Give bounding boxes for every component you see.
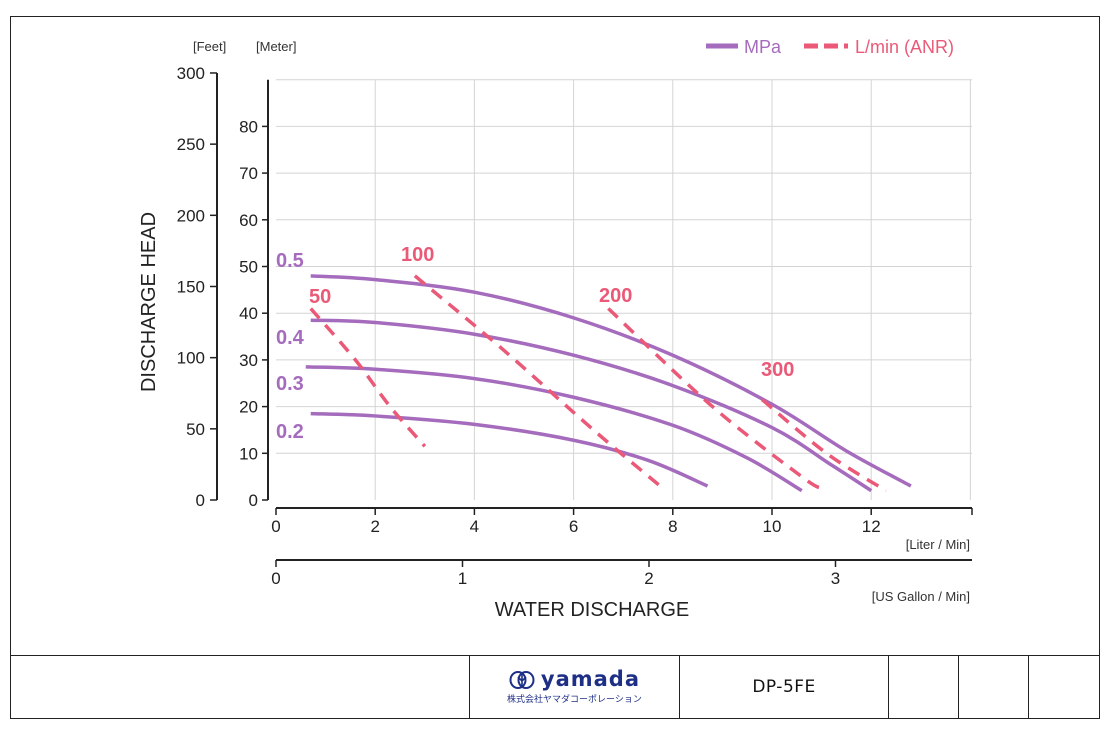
- airflow-label-50: 50: [309, 286, 331, 308]
- gallon-tick-label: 2: [644, 569, 653, 588]
- meter-tick-label: 0: [249, 491, 258, 510]
- liter-unit-label: [Liter / Min]: [906, 537, 970, 552]
- legend: MPa L/min (ANR): [706, 37, 954, 57]
- pressure-label-0.3: 0.3: [276, 373, 304, 395]
- legend-label-lmin: L/min (ANR): [855, 37, 954, 57]
- model-number: DP-5FE: [680, 656, 890, 718]
- feet-tick-label: 150: [177, 277, 205, 296]
- gallon-tick-label: 0: [271, 569, 280, 588]
- feet-tick-label: 250: [177, 135, 205, 154]
- meter-tick-label: 80: [239, 117, 258, 136]
- yamada-emblem-icon: [509, 670, 535, 689]
- liter-tick-label: 8: [668, 517, 677, 536]
- liter-tick-label: 4: [470, 517, 479, 536]
- pressure-curve-0.2: [310, 411, 709, 488]
- series-layer: [305, 274, 912, 493]
- brand-subtitle: 株式会社ヤマダコーポレーション: [507, 695, 642, 705]
- title-block-cell-3: [1029, 656, 1099, 718]
- title-block: yamada 株式会社ヤマダコーポレーション DP-5FE: [10, 655, 1100, 719]
- pump-performance-chart: 01020304050607080050100150200250300[Feet…: [138, 37, 973, 621]
- airflow-line-50: [309, 307, 427, 448]
- gallon-unit-label: [US Gallon / Min]: [872, 589, 970, 604]
- airflow-line-200: [607, 307, 823, 490]
- airflow-line-300: [760, 398, 888, 493]
- meter-tick-label: 30: [239, 351, 258, 370]
- meter-tick-label: 20: [239, 398, 258, 417]
- gallon-tick-label: 1: [458, 569, 467, 588]
- y-axis-title: DISCHARGE HEAD: [138, 212, 160, 392]
- liter-tick-label: 0: [271, 517, 280, 536]
- title-block-empty-cell: [11, 656, 471, 718]
- meter-unit-label: [Meter]: [256, 39, 296, 54]
- liter-tick-label: 2: [370, 517, 379, 536]
- feet-tick-label: 0: [196, 491, 205, 510]
- yamada-logo: yamada 株式会社ヤマダコーポレーション: [507, 667, 642, 706]
- pressure-label-0.4: 0.4: [276, 327, 305, 349]
- title-block-cell-2: [959, 656, 1030, 718]
- airflow-label-300: 300: [761, 359, 794, 381]
- pressure-label-0.2: 0.2: [276, 421, 304, 443]
- pressure-curve-0.4: [310, 318, 873, 493]
- meter-tick-label: 40: [239, 304, 258, 323]
- pressure-label-0.5: 0.5: [276, 250, 304, 272]
- liter-tick-label: 6: [569, 517, 578, 536]
- meter-tick-label: 10: [239, 444, 258, 463]
- meter-tick-label: 60: [239, 211, 258, 230]
- gallon-tick-label: 3: [831, 569, 840, 588]
- airflow-label-100: 100: [401, 244, 434, 266]
- legend-label-mpa: MPa: [744, 37, 782, 57]
- pressure-curve-0.5: [310, 274, 912, 488]
- axes: 01020304050607080050100150200250300[Feet…: [138, 39, 973, 621]
- liter-tick-label: 10: [763, 517, 782, 536]
- liter-tick-label: 12: [862, 517, 881, 536]
- feet-tick-label: 200: [177, 206, 205, 225]
- plot-area: [276, 79, 972, 500]
- title-block-cell-1: [889, 656, 960, 718]
- grid: [276, 79, 972, 500]
- pressure-curve-0.3: [305, 365, 803, 493]
- brand-cell: yamada 株式会社ヤマダコーポレーション: [470, 656, 680, 718]
- feet-tick-label: 50: [186, 420, 205, 439]
- feet-tick-label: 100: [177, 349, 205, 368]
- meter-tick-label: 50: [239, 258, 258, 277]
- meter-tick-label: 70: [239, 164, 258, 183]
- airflow-line-100: [413, 274, 665, 490]
- brand-name: yamada: [540, 667, 641, 691]
- feet-unit-label: [Feet]: [193, 39, 226, 54]
- airflow-label-200: 200: [599, 285, 632, 307]
- labels-layer: 0.5 0.4 0.3 0.2 50 100 200 300: [276, 244, 794, 443]
- x-axis-title: WATER DISCHARGE: [495, 599, 689, 621]
- feet-tick-label: 300: [177, 64, 205, 83]
